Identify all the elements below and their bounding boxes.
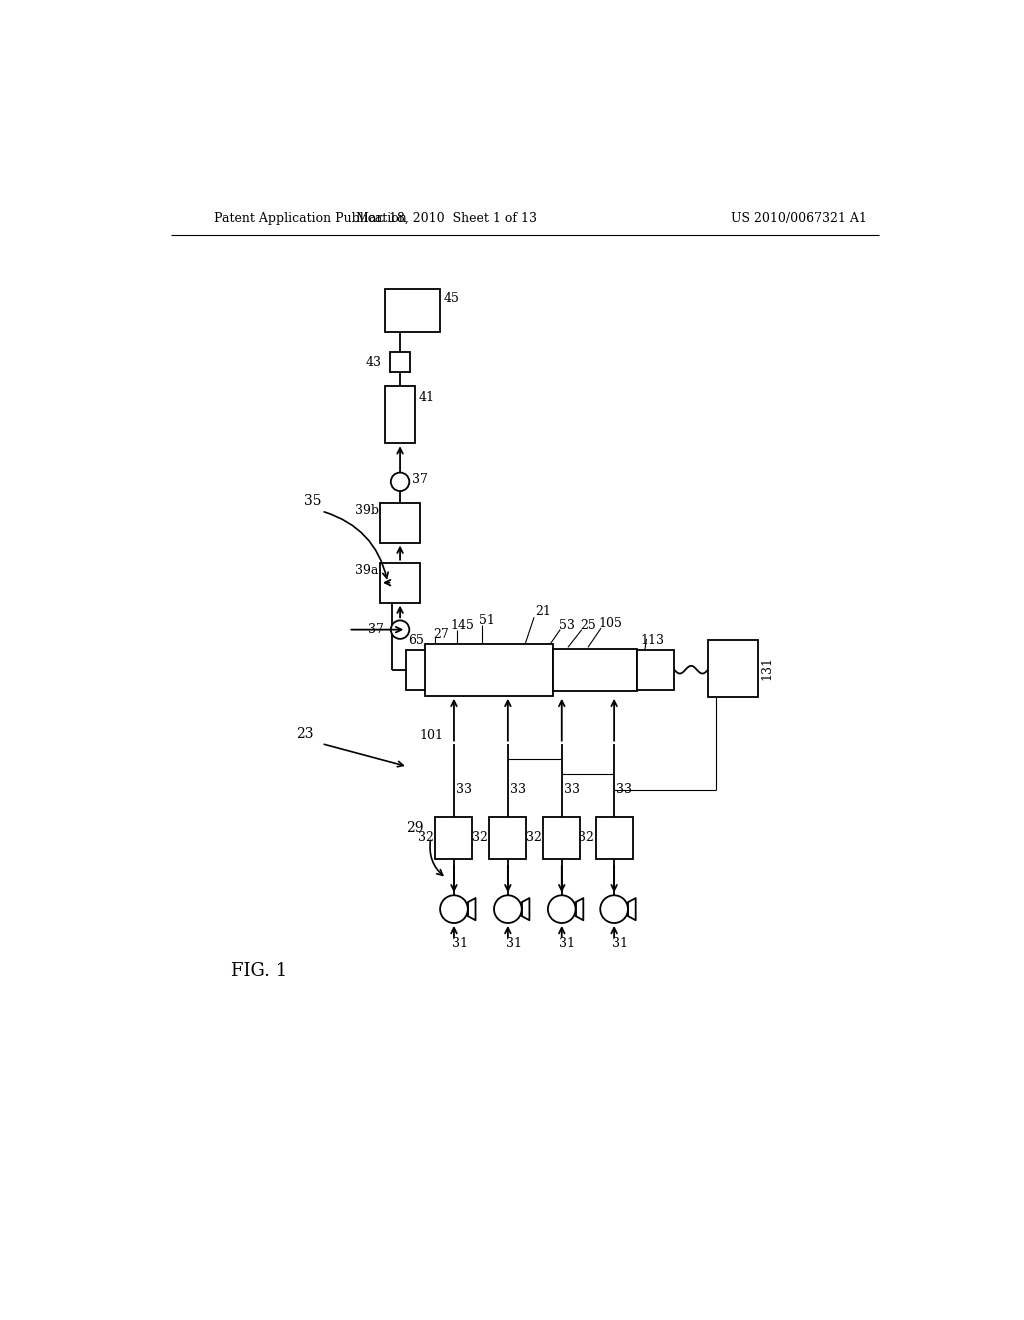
Circle shape <box>391 473 410 491</box>
Text: 32: 32 <box>579 832 594 843</box>
Bar <box>390 352 410 372</box>
Text: 35: 35 <box>304 494 322 508</box>
Bar <box>380 503 420 543</box>
Text: 45: 45 <box>443 292 459 305</box>
Text: 25: 25 <box>581 619 596 631</box>
Bar <box>380 562 420 603</box>
Text: 21: 21 <box>536 605 552 618</box>
Text: FIG. 1: FIG. 1 <box>230 962 287 979</box>
Circle shape <box>391 620 410 639</box>
Text: 65: 65 <box>408 634 424 647</box>
Text: 23: 23 <box>296 727 313 742</box>
Bar <box>435 817 472 859</box>
Text: 51: 51 <box>478 614 495 627</box>
Text: 33: 33 <box>564 783 580 796</box>
Text: 31: 31 <box>506 936 521 949</box>
Text: Patent Application Publication: Patent Application Publication <box>214 213 407 224</box>
Circle shape <box>440 895 468 923</box>
Bar <box>637 649 674 690</box>
Text: 31: 31 <box>559 936 575 949</box>
Text: 105: 105 <box>599 616 623 630</box>
Text: 101: 101 <box>419 730 443 742</box>
Bar <box>596 817 633 859</box>
Circle shape <box>600 895 628 923</box>
Text: 39a: 39a <box>354 564 378 577</box>
Bar <box>553 649 637 692</box>
Text: 53: 53 <box>559 619 574 631</box>
Text: 39b: 39b <box>354 504 379 517</box>
Bar <box>385 289 440 331</box>
Text: 131: 131 <box>761 656 773 680</box>
Text: 27: 27 <box>433 628 449 640</box>
Circle shape <box>494 895 521 923</box>
Bar <box>544 817 581 859</box>
Text: 33: 33 <box>510 783 526 796</box>
Text: Mar. 18, 2010  Sheet 1 of 13: Mar. 18, 2010 Sheet 1 of 13 <box>355 213 537 224</box>
Circle shape <box>548 895 575 923</box>
Text: 32: 32 <box>418 832 434 843</box>
Bar <box>425 644 553 696</box>
Text: 32: 32 <box>526 832 542 843</box>
Text: 31: 31 <box>452 936 468 949</box>
Text: 43: 43 <box>366 356 381 370</box>
Bar <box>708 640 758 697</box>
Text: 32: 32 <box>472 832 487 843</box>
Text: 33: 33 <box>616 783 633 796</box>
Text: 37: 37 <box>368 623 384 636</box>
Bar <box>489 817 526 859</box>
Bar <box>385 385 416 444</box>
Text: 29: 29 <box>407 821 424 836</box>
Text: 41: 41 <box>419 391 434 404</box>
Text: 113: 113 <box>640 634 665 647</box>
Text: 37: 37 <box>412 473 427 486</box>
Text: US 2010/0067321 A1: US 2010/0067321 A1 <box>731 213 867 224</box>
Text: 145: 145 <box>451 619 475 631</box>
Bar <box>407 649 428 689</box>
Text: 31: 31 <box>611 936 628 949</box>
Text: 33: 33 <box>457 783 472 796</box>
